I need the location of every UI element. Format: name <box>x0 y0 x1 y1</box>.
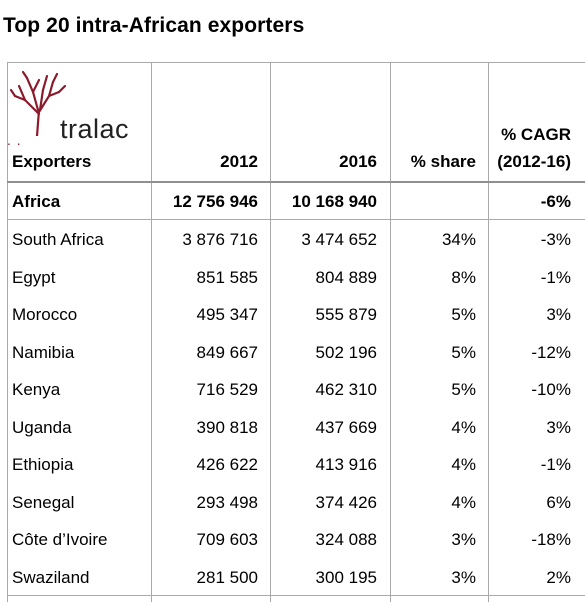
cell-2012: 851 585 <box>196 268 258 287</box>
cell-share: 8% <box>451 268 476 287</box>
logo-text: tralac <box>60 114 130 144</box>
cell-exporter: Senegal <box>12 493 75 512</box>
cell-2016: 413 916 <box>315 455 377 474</box>
header-cagr-line1: % CAGR <box>501 125 571 144</box>
cell-cagr: -12% <box>531 343 571 362</box>
cell-exporter: Africa <box>12 192 61 211</box>
header-share: % share <box>410 152 476 171</box>
table-border-left <box>7 62 8 602</box>
cell-2016: 3 474 652 <box>301 230 377 249</box>
tralac-logo: . . tralac <box>7 68 149 148</box>
column-divider <box>151 62 152 602</box>
cell-exporter: Morocco <box>12 305 78 324</box>
cell-2012: 426 622 <box>196 455 258 474</box>
row-divider <box>7 219 585 220</box>
column-divider <box>390 62 391 602</box>
cell-2012: 849 667 <box>196 343 258 362</box>
cell-2016: 804 889 <box>315 268 377 287</box>
cell-exporter: Kenya <box>12 380 61 399</box>
cell-cagr: 3% <box>546 305 571 324</box>
cell-2012: 390 818 <box>196 418 258 437</box>
cell-cagr: -10% <box>531 380 571 399</box>
cell-share: 5% <box>451 343 476 362</box>
cell-share: 4% <box>451 493 476 512</box>
cell-exporter: Namibia <box>12 343 75 362</box>
cell-exporter: Ethiopia <box>12 455 74 474</box>
cell-exporter: Egypt <box>12 268 56 287</box>
table-border-top <box>7 62 585 63</box>
column-divider <box>270 62 271 602</box>
cell-2016: 462 310 <box>315 380 377 399</box>
cell-share: 5% <box>451 305 476 324</box>
cell-cagr: 6% <box>546 493 571 512</box>
cell-2016: 437 669 <box>315 418 377 437</box>
cell-2012: 12 756 946 <box>172 192 258 211</box>
cell-cagr: -18% <box>531 530 571 549</box>
cell-share: 34% <box>441 230 476 249</box>
cell-2012: 293 498 <box>196 493 258 512</box>
cell-exporter: Côte d’Ivoire <box>12 530 108 549</box>
logo-dots: . . <box>7 132 22 148</box>
cell-2012: 709 603 <box>196 530 258 549</box>
cell-share: 4% <box>451 455 476 474</box>
cell-exporter: Swaziland <box>12 568 90 587</box>
cell-cagr: -3% <box>540 230 571 249</box>
cell-2012: 281 500 <box>196 568 258 587</box>
cell-cagr: -1% <box>540 268 571 287</box>
cell-share: 5% <box>451 380 476 399</box>
cell-exporter: South Africa <box>12 230 104 249</box>
cell-2012: 3 876 716 <box>182 230 258 249</box>
exporters-table: . . tralac Exporters 2012 2016 % share %… <box>7 62 585 602</box>
cell-2016: 374 426 <box>315 493 377 512</box>
cell-2012: 495 347 <box>196 305 258 324</box>
cell-2016: 10 168 940 <box>291 192 377 211</box>
header-2012: 2012 <box>220 152 258 171</box>
cell-exporter: Uganda <box>12 418 72 437</box>
tree-icon <box>9 70 67 136</box>
cell-cagr: -1% <box>540 455 571 474</box>
row-divider <box>7 595 585 596</box>
cell-cagr: 3% <box>546 418 571 437</box>
cell-share: 4% <box>451 418 476 437</box>
cell-cagr: 2% <box>546 568 571 587</box>
header-cagr-line2: (2012-16) <box>497 152 571 171</box>
cell-2016: 324 088 <box>315 530 377 549</box>
page-title: Top 20 intra-African exporters <box>3 14 305 37</box>
cell-2016: 555 879 <box>315 305 377 324</box>
cell-2016: 300 195 <box>315 568 377 587</box>
cell-cagr: -6% <box>540 192 571 211</box>
cell-2016: 502 196 <box>315 343 377 362</box>
cell-share: 3% <box>451 530 476 549</box>
header-2016: 2016 <box>339 152 377 171</box>
column-divider <box>488 62 489 602</box>
header-exporters: Exporters <box>12 152 92 171</box>
header-divider <box>7 181 585 183</box>
cell-share: 3% <box>451 568 476 587</box>
cell-2012: 716 529 <box>196 380 258 399</box>
